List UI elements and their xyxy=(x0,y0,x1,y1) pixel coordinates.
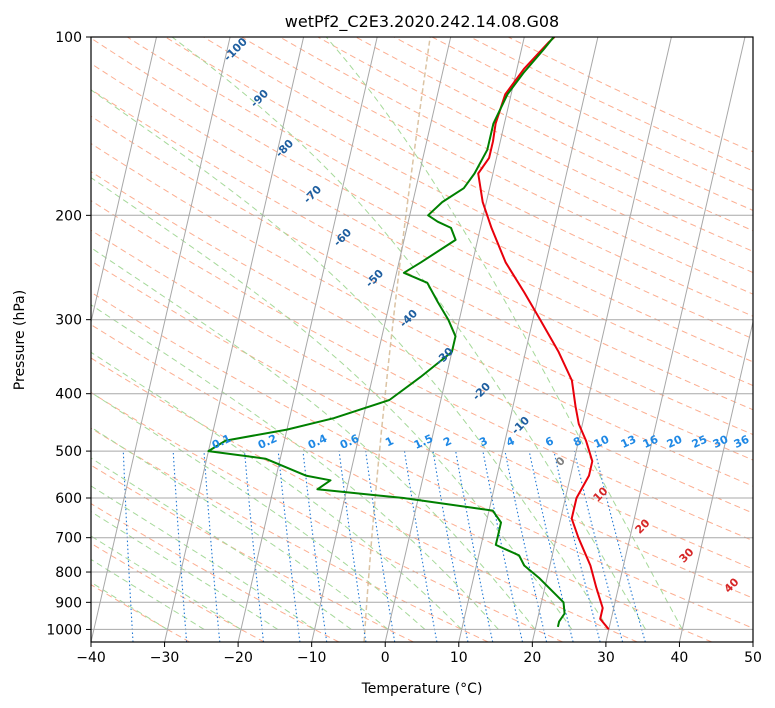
x-tick-label: 40 xyxy=(671,650,689,666)
moist-adiabat-line xyxy=(91,89,610,630)
y-tick-label: 500 xyxy=(55,444,82,460)
mixing-ratio-line xyxy=(432,451,469,642)
mixing-ratio-line xyxy=(553,450,601,642)
plot-frame xyxy=(90,36,754,643)
sounding-line-2 xyxy=(207,37,566,628)
y-tick-label: 600 xyxy=(55,491,82,507)
y-tick-label: 800 xyxy=(55,565,82,581)
mixing-ratio-line xyxy=(594,450,646,642)
moist-adiabat-line xyxy=(171,37,647,630)
moist-adiabat-line xyxy=(91,247,536,630)
y-axis: 1000 900 800 700 600 500 400 300 200 100 xyxy=(46,30,91,638)
dry-adiabat-line xyxy=(91,427,489,642)
isotherm-line xyxy=(678,319,753,642)
x-tick-label: −40 xyxy=(76,650,106,666)
mixing-ratio-line xyxy=(338,451,367,642)
isotherm-line xyxy=(91,37,157,325)
x-tick-label: −10 xyxy=(297,650,327,666)
dry-adiabat-line xyxy=(91,37,753,387)
y-tick-label: 100 xyxy=(55,30,82,46)
moist-adiabat-line xyxy=(91,304,499,630)
x-tick-label: 30 xyxy=(597,650,615,666)
mixing-ratio-label: 16 xyxy=(641,433,661,451)
mixing-ratio-line xyxy=(302,451,328,642)
isotherm-line xyxy=(91,37,231,642)
moist-adiabat-line xyxy=(91,177,573,630)
moist-adiabat-line xyxy=(91,351,463,630)
dry-adiabat-line xyxy=(91,291,753,629)
dry-adiabat-line xyxy=(91,62,753,411)
dry-adiabat-line xyxy=(91,503,340,642)
isotherm-line xyxy=(164,37,305,642)
moist-adiabat-line xyxy=(91,485,315,630)
mixing-ratio-line xyxy=(455,451,494,642)
moist-adiabat-line xyxy=(91,457,352,630)
mixing-ratio-label: 30 xyxy=(711,433,731,451)
isotherm-line xyxy=(752,639,753,642)
mixing-ratio-label: 13 xyxy=(619,433,638,451)
dry-adiabat-line xyxy=(91,324,712,642)
y-tick-label: 700 xyxy=(55,531,82,547)
y-tick-label: 200 xyxy=(55,208,82,224)
isotherm-line xyxy=(531,37,672,642)
x-tick-label: 50 xyxy=(744,650,762,666)
isotherm-line xyxy=(237,37,378,642)
moist-adiabat-line xyxy=(325,37,683,630)
reference-curve-line xyxy=(363,37,431,642)
dry-adiabat-line xyxy=(91,115,753,461)
chart-title: wetPf2_C2E3.2020.242.14.08.G08 xyxy=(285,12,559,32)
y-axis-title: Pressure (hPa) xyxy=(12,290,28,390)
isotherm-line xyxy=(458,37,599,642)
x-tick-label: −30 xyxy=(150,650,180,666)
dry-adiabat-line xyxy=(91,391,563,642)
mixing-ratio-line xyxy=(277,451,301,642)
plot-background xyxy=(91,37,753,642)
dry-adiabat-line xyxy=(91,260,753,599)
moist-adiabat-line xyxy=(91,391,426,630)
sounding-line-1 xyxy=(477,37,610,631)
x-axis: −40 −30 −20 −10 0 10 20 30 40 50 xyxy=(76,642,762,666)
mixing-ratio-label: 20 xyxy=(665,433,685,451)
isotherm-line xyxy=(311,37,452,642)
mixing-ratio-line xyxy=(365,451,396,642)
mixing-ratio-line xyxy=(243,451,265,642)
mixing-ratio-label: 25 xyxy=(690,433,709,451)
mixing-ratio-line xyxy=(573,450,624,642)
x-tick-label: −20 xyxy=(223,650,253,666)
y-tick-label: 300 xyxy=(55,313,82,329)
dry-adiabat-line xyxy=(91,88,753,436)
grid-lines xyxy=(0,37,753,642)
x-tick-label: 0 xyxy=(381,650,390,666)
x-axis-title: Temperature (°C) xyxy=(361,681,483,697)
x-tick-label: 10 xyxy=(450,650,468,666)
y-tick-label: 400 xyxy=(55,387,82,403)
isotherm-line xyxy=(605,37,746,642)
sounding-series xyxy=(207,37,610,631)
mixing-ratio-line xyxy=(403,451,438,642)
mixing-ratio-line xyxy=(482,450,524,642)
isotherm-line xyxy=(0,37,9,642)
mixing-ratio-label: 36 xyxy=(732,433,752,451)
dry-adiabat-line xyxy=(91,142,753,487)
mixing-ratio-label: 10 xyxy=(592,433,612,451)
y-tick-label: 900 xyxy=(55,595,82,611)
dry-adiabat-line xyxy=(127,37,753,363)
y-tick-label: 1000 xyxy=(46,622,82,638)
x-tick-label: 20 xyxy=(523,650,541,666)
